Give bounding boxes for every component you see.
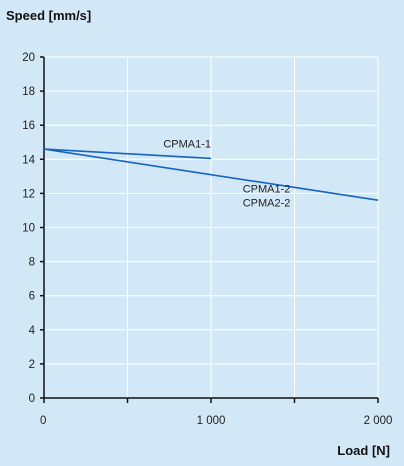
series-annotation: CPMA1-1 [163,138,211,150]
y-tick-label: 16 [22,120,35,132]
y-tick-label: 12 [22,188,35,200]
y-tick-label: 20 [22,52,35,64]
y-tick-label: 6 [29,291,35,303]
y-tick-label: 0 [29,393,35,405]
y-tick-label: 14 [22,154,35,166]
x-axis-label: Load [N] [337,443,390,458]
annotations: CPMA1-1 CPMA1-2 CPMA2-2 [163,138,290,209]
y-tick-label: 10 [22,223,35,235]
series-annotation: CPMA2-2 [243,198,291,210]
x-tick-label: 1 000 [197,415,226,427]
y-tick-label: 8 [29,257,35,269]
series-annotation: CPMA1-2 [243,184,291,196]
x-tick-label: 2 000 [364,415,393,427]
y-axis-label: Speed [mm/s] [6,8,91,23]
y-tick-label: 18 [22,86,35,98]
y-tick-label: 2 [29,359,35,371]
grid [44,57,378,398]
ticks: 0 2 4 6 8 10 12 14 16 18 20 0 1 000 2 000 [22,52,392,427]
x-tick-label: 0 [40,415,46,427]
y-tick-label: 4 [29,325,36,337]
